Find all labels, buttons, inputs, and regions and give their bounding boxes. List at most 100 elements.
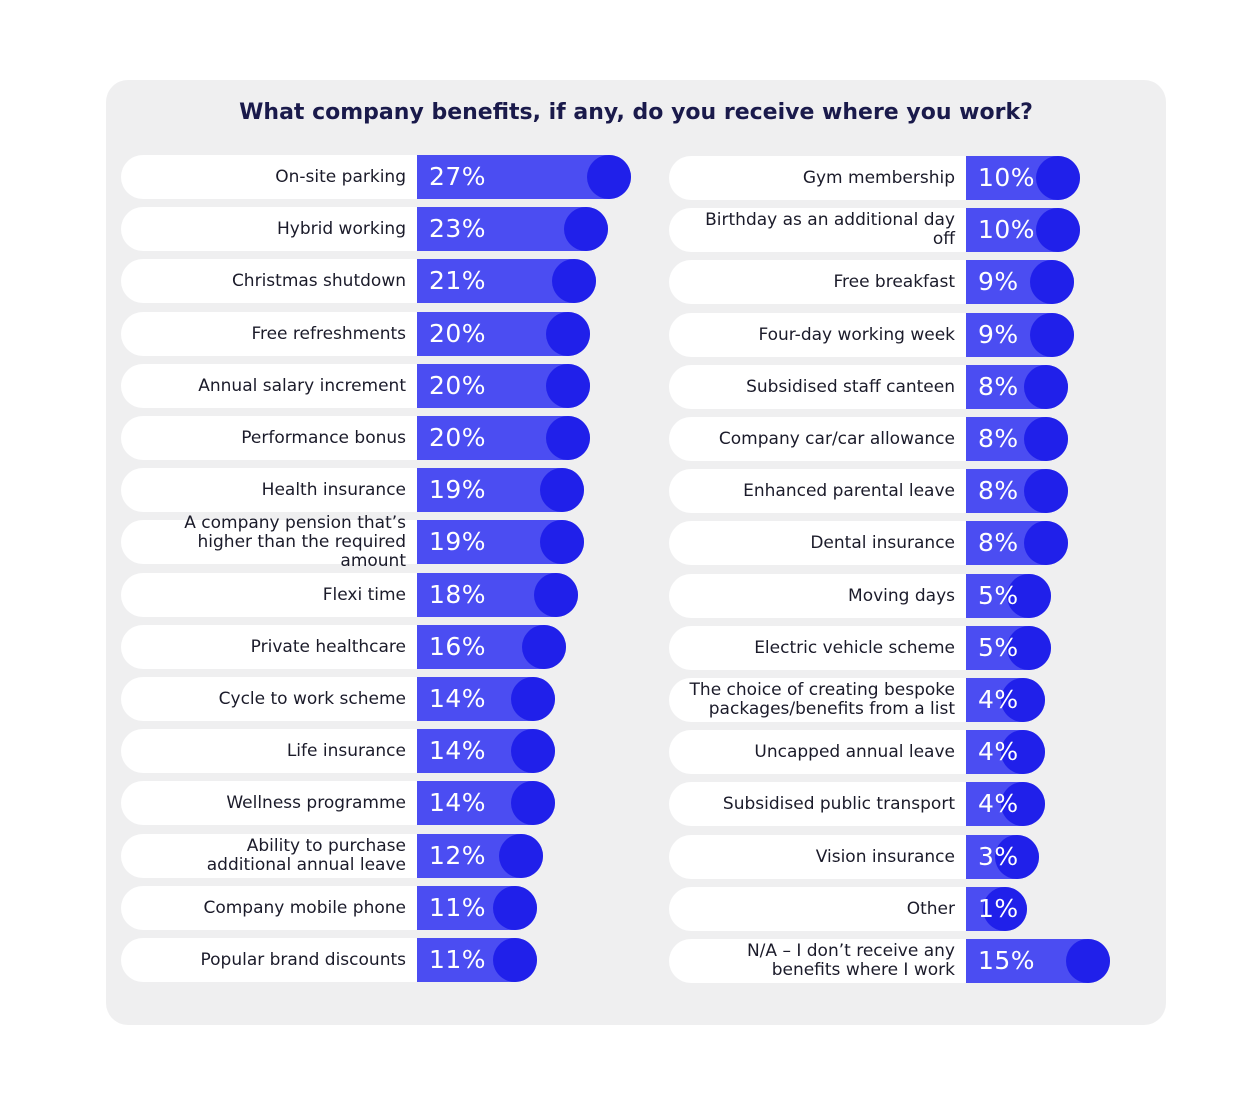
category-label: Cycle to work scheme xyxy=(218,688,406,709)
bar-end-cap xyxy=(1001,678,1045,722)
value-label: 14% xyxy=(429,736,487,765)
value-label: 20% xyxy=(429,371,487,400)
category-label: Subsidised staff canteen xyxy=(746,376,955,397)
bar-row: Free breakfast 9% xyxy=(0,260,1241,304)
value-label: 19% xyxy=(429,527,487,556)
bar-end-cap xyxy=(1024,365,1068,409)
value-label: 20% xyxy=(429,423,487,452)
label-pill xyxy=(121,677,437,721)
bar-end-cap xyxy=(1066,939,1110,983)
label-pill xyxy=(669,313,986,357)
value-label: 4% xyxy=(978,737,1019,766)
value-label: 11% xyxy=(429,893,487,922)
bar-row: Dental insurance 8% xyxy=(0,521,1241,565)
category-label: Moving days xyxy=(848,585,955,606)
bar-end-cap xyxy=(552,259,596,303)
category-label: N/A – I don’t receive any benefits where… xyxy=(746,941,955,980)
bar-row: Other 1% xyxy=(0,887,1241,931)
bar-end-cap xyxy=(587,155,631,199)
bar-row: Ability to purchase additional annual le… xyxy=(0,834,1241,878)
value-label: 8% xyxy=(978,372,1019,401)
bar-end-cap xyxy=(983,887,1027,931)
category-label: Enhanced parental leave xyxy=(743,480,955,501)
value-label: 11% xyxy=(429,945,487,974)
label-pill xyxy=(121,364,437,408)
label-pill xyxy=(669,626,986,670)
bar-row: Wellness programme 14% xyxy=(0,781,1241,825)
category-label: Birthday as an additional day off xyxy=(705,210,955,249)
category-label: Flexi time xyxy=(322,584,406,605)
bar-end-cap xyxy=(1024,521,1068,565)
bar-row: Cycle to work scheme 14% xyxy=(0,677,1241,721)
bar-row: Private healthcare 16% xyxy=(0,625,1241,669)
bar-row: Company car/car allowance 8% xyxy=(0,417,1241,461)
label-pill xyxy=(669,574,986,618)
label-pill xyxy=(121,938,437,982)
value-label: 3% xyxy=(978,842,1019,871)
bar-row: Hybrid working 23% xyxy=(0,207,1241,251)
bar-end-cap xyxy=(511,677,555,721)
label-pill xyxy=(669,678,986,722)
bar-row: Subsidised public transport 4% xyxy=(0,782,1241,826)
bar-end-cap xyxy=(1001,730,1045,774)
chart-title: What company benefits, if any, do you re… xyxy=(239,100,1033,125)
bar-row: Birthday as an additional day off 10% xyxy=(0,208,1241,252)
label-pill xyxy=(121,834,437,878)
bar-end-cap xyxy=(546,416,590,460)
bar-row: Life insurance 14% xyxy=(0,729,1241,773)
value-label: 14% xyxy=(429,684,487,713)
bar-end-cap xyxy=(493,886,537,930)
label-pill xyxy=(121,625,437,669)
bar-row: Enhanced parental leave 8% xyxy=(0,469,1241,513)
label-pill xyxy=(669,835,986,879)
bar-end-cap xyxy=(511,729,555,773)
label-pill xyxy=(121,155,437,199)
bar-row: Popular brand discounts 11% xyxy=(0,938,1241,982)
value-label: 9% xyxy=(978,320,1019,349)
category-label: On-site parking xyxy=(275,166,406,187)
bar-row: Moving days 5% xyxy=(0,574,1241,618)
bar-end-cap xyxy=(546,312,590,356)
category-label: Subsidised public transport xyxy=(722,793,955,814)
bar-end-cap xyxy=(1024,417,1068,461)
category-label: Free refreshments xyxy=(251,323,406,344)
value-label: 12% xyxy=(429,841,487,870)
bar-end-cap xyxy=(522,625,566,669)
label-pill xyxy=(669,260,986,304)
label-pill xyxy=(121,781,437,825)
category-label: Private healthcare xyxy=(250,636,406,657)
value-label: 8% xyxy=(978,528,1019,557)
bar-end-cap xyxy=(1036,208,1080,252)
bar-row: Christmas shutdown 21% xyxy=(0,259,1241,303)
category-label: Free breakfast xyxy=(833,271,955,292)
bar-row: Four-day working week 9% xyxy=(0,313,1241,357)
category-label: Ability to purchase additional annual le… xyxy=(206,836,406,875)
value-label: 15% xyxy=(978,946,1036,975)
category-label: The choice of creating bespoke packages/… xyxy=(689,680,955,719)
bar-end-cap xyxy=(534,573,578,617)
bar-end-cap xyxy=(1007,574,1051,618)
category-label: Popular brand discounts xyxy=(200,949,406,970)
value-label: 27% xyxy=(429,162,487,191)
label-pill xyxy=(669,939,986,983)
bar-end-cap xyxy=(546,364,590,408)
label-pill xyxy=(121,729,437,773)
bar-end-cap xyxy=(1007,626,1051,670)
bar-row: Health insurance 19% xyxy=(0,468,1241,512)
category-label: Company mobile phone xyxy=(203,897,406,918)
value-label: 14% xyxy=(429,788,487,817)
bar-end-cap xyxy=(564,207,608,251)
value-label: 10% xyxy=(978,215,1036,244)
value-label: 20% xyxy=(429,319,487,348)
value-label: 16% xyxy=(429,632,487,661)
bar-row: Free refreshments 20% xyxy=(0,312,1241,356)
value-label: 9% xyxy=(978,267,1019,296)
bar-end-cap xyxy=(1030,313,1074,357)
category-label: Life insurance xyxy=(286,740,406,761)
category-label: Health insurance xyxy=(261,479,406,500)
bar-row: Performance bonus 20% xyxy=(0,416,1241,460)
bar-row: Vision insurance 3% xyxy=(0,835,1241,879)
category-label: Annual salary increment xyxy=(198,375,406,396)
category-label: Gym membership xyxy=(802,167,955,188)
bar-row: N/A – I don’t receive any benefits where… xyxy=(0,939,1241,983)
